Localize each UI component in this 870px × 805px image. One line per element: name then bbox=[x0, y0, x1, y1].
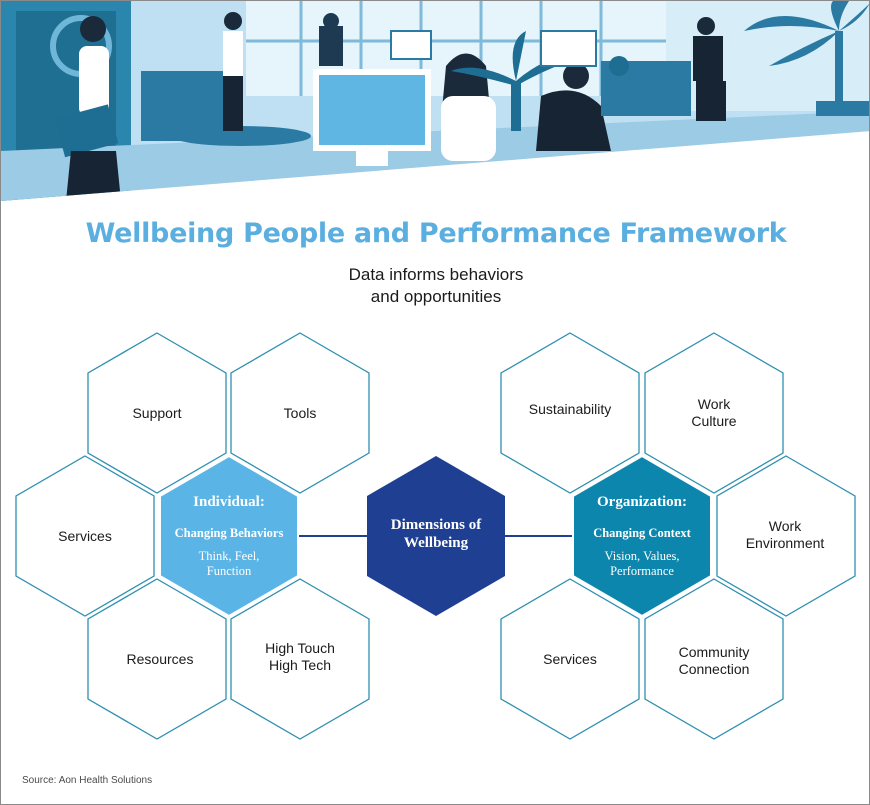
label-organization: Organization: Changing Context Vision, V… bbox=[577, 486, 707, 586]
label-high-touch: High Touch bbox=[265, 640, 335, 656]
label-high-touch-high-tech: High Touch High Tech bbox=[235, 627, 365, 687]
hex-organization bbox=[572, 454, 712, 618]
hex-services-right bbox=[500, 578, 640, 740]
work-culture-line-1: Work bbox=[697, 396, 731, 412]
hex-support bbox=[87, 332, 227, 494]
dimensions-line-1: Dimensions of bbox=[390, 517, 482, 533]
hex-sustainability bbox=[500, 332, 640, 494]
community-line-1: Community bbox=[678, 644, 750, 660]
individual-detail-line-2: Function bbox=[206, 563, 252, 578]
work-environment-line-1: Work bbox=[768, 518, 802, 534]
hex-work-environment bbox=[716, 455, 856, 617]
label-work-culture: Work Culture bbox=[649, 383, 779, 443]
label-work-environment: Work Environment bbox=[720, 505, 850, 565]
subtitle-line-1: Data informs behaviors bbox=[348, 265, 524, 284]
hex-resources bbox=[87, 578, 227, 740]
individual-title: Individual: bbox=[193, 493, 265, 510]
organization-detail: Vision, Values, Performance bbox=[604, 549, 679, 579]
hex-services-left bbox=[15, 455, 155, 617]
individual-detail-line-1: Think, Feel, bbox=[198, 548, 260, 563]
organization-subtitle: Changing Context bbox=[593, 525, 691, 540]
subtitle: Data informs behaviors and opportunities bbox=[1, 264, 869, 308]
work-culture-line-2: Culture bbox=[691, 413, 737, 429]
organization-title: Organization: bbox=[597, 493, 687, 510]
label-resources: Resources bbox=[126, 650, 194, 667]
source-note: Source: Aon Health Solutions bbox=[22, 775, 153, 786]
hex-high-touch bbox=[230, 578, 370, 740]
label-tools: Tools bbox=[283, 404, 317, 421]
dimensions-line-2: Wellbeing bbox=[403, 535, 469, 551]
hex-individual bbox=[159, 454, 299, 618]
individual-detail: Think, Feel, Function bbox=[199, 549, 260, 579]
hex-community bbox=[644, 578, 784, 740]
label-support: Support bbox=[132, 404, 182, 421]
hex-tools bbox=[230, 332, 370, 494]
work-environment-line-2: Environment bbox=[745, 535, 825, 551]
hex-dimensions bbox=[367, 456, 505, 616]
office-illustration bbox=[1, 1, 869, 201]
label-community-connection: Community Connection bbox=[649, 631, 779, 691]
subtitle-line-2: and opportunities bbox=[370, 287, 502, 306]
hex-work-culture bbox=[644, 332, 784, 494]
community-line-2: Connection bbox=[678, 661, 750, 677]
label-high-tech: High Tech bbox=[268, 657, 331, 673]
label-services-right: Services bbox=[543, 650, 597, 667]
organization-detail-line-1: Vision, Values, bbox=[604, 548, 680, 563]
label-dimensions: Dimensions of Wellbeing bbox=[371, 504, 501, 564]
label-individual: Individual: Changing Behaviors Think, Fe… bbox=[164, 486, 294, 586]
individual-subtitle: Changing Behaviors bbox=[174, 525, 284, 540]
label-services-left: Services bbox=[58, 527, 112, 544]
label-sustainability: Sustainability bbox=[528, 400, 612, 417]
page-title: Wellbeing People and Performance Framewo… bbox=[85, 218, 787, 249]
organization-detail-line-2: Performance bbox=[610, 563, 674, 578]
